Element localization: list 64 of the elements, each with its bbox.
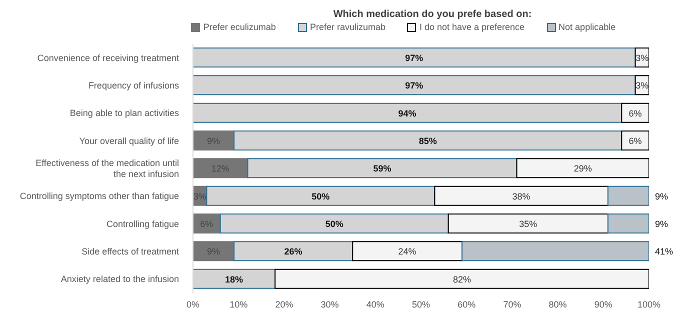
legend-label: I do not have a preference (419, 22, 525, 32)
data-label: 50% (312, 191, 330, 202)
data-label: 18% (225, 274, 244, 284)
y-tick-label: Side effects of treatment (82, 246, 180, 256)
data-label: 6% (628, 108, 642, 118)
x-tick-label: 50% (412, 299, 430, 310)
data-label: 82% (453, 274, 472, 284)
bar (193, 241, 235, 262)
bar (621, 102, 649, 123)
chart-title: Which medication do you prefe based on: (332, 8, 533, 22)
y-tick-label: Being able to plan activities (70, 108, 180, 118)
x-tick-label: 20% (275, 299, 294, 310)
data-label: 85% (418, 136, 437, 146)
bar (607, 214, 649, 234)
x-tick-label: 60% (458, 299, 476, 310)
data-label: 9% (655, 219, 668, 229)
y-tick-label: Frequency of infusions (88, 80, 180, 90)
y-tick-label: Effectiveness of the medication until the next infusion (36, 158, 179, 179)
bar (234, 130, 622, 150)
x-tick-label: 0% (186, 299, 200, 310)
data-label: 94% (398, 108, 416, 118)
data-label: 97% (405, 53, 424, 63)
bar (234, 241, 354, 262)
data-label: 29% (574, 164, 592, 174)
legend-label: Not applicable (558, 22, 616, 32)
bar (193, 130, 235, 150)
data-label: 35% (519, 219, 538, 229)
data-label: 6% (628, 136, 642, 146)
data-label: 3% (636, 80, 649, 91)
data-label: 50% (325, 219, 344, 229)
bar (607, 186, 649, 206)
data-label: 97% (405, 80, 424, 91)
data-label: 3% (636, 53, 649, 63)
y-tick-label: Controlling fatigue (106, 218, 179, 229)
x-tick-label: 80% (548, 299, 567, 310)
x-tick-label: 30% (320, 299, 339, 310)
bar (206, 186, 436, 206)
x-tick-label: 10% (230, 299, 248, 310)
data-label: 9% (655, 191, 668, 202)
data-label: 26% (284, 246, 302, 257)
data-label: 41% (655, 246, 674, 257)
x-tick-label: 70% (503, 299, 522, 310)
legend-label: Prefer eculizumab (203, 22, 276, 32)
bar (247, 158, 518, 178)
x-tick-label: 100% (637, 299, 661, 310)
bar (448, 214, 608, 234)
bar (274, 268, 649, 289)
x-tick-label: 40% (366, 299, 384, 310)
data-label: 38% (512, 191, 530, 202)
x-tick-label: 90% (594, 299, 612, 310)
bar (193, 158, 248, 178)
data-label: 59% (373, 164, 392, 174)
y-tick-label: Convenience of receiving treatment (37, 52, 180, 63)
bar (621, 130, 649, 150)
bar (352, 241, 463, 262)
legend-label: Prefer ravulizumab (310, 22, 386, 32)
bar (434, 186, 608, 206)
y-tick-label: Your overall quality of life (79, 136, 179, 146)
y-tick-label: Anxiety related to the infusion (60, 274, 179, 284)
bar (462, 241, 649, 262)
y-tick-label: Controlling symptoms other than fatigue (20, 191, 179, 202)
bar (516, 158, 649, 178)
bar (220, 214, 449, 234)
data-label: 24% (398, 246, 416, 257)
